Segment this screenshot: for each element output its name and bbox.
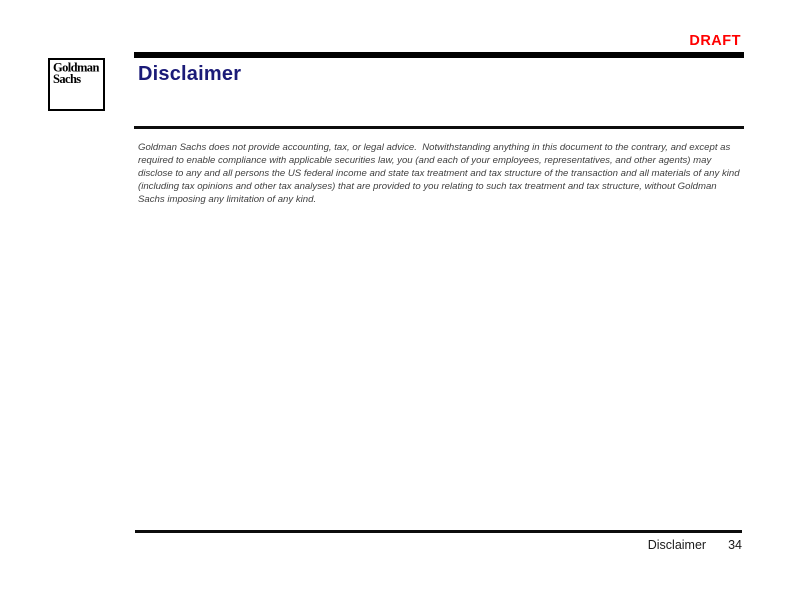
footer-rule: [135, 530, 742, 533]
title-divider-rule: [134, 126, 744, 129]
disclaimer-text-line: Sachs imposing any limitation of any kin…: [138, 194, 317, 205]
disclaimer-text: Goldman Sachs does not provide accountin…: [138, 141, 744, 206]
footer-page-number: 34: [728, 538, 742, 552]
disclaimer-text-line: disclose to any and all persons the US f…: [138, 168, 740, 179]
header-rule: [134, 52, 744, 58]
footer-section-label: Disclaimer: [647, 538, 707, 552]
footer: Disclaimer 34: [648, 538, 742, 552]
disclaimer-text-line: (including tax opinions and other tax an…: [138, 181, 717, 192]
disclaimer-text-line: Goldman Sachs does not provide accountin…: [138, 142, 731, 153]
goldman-sachs-logo: Goldman Sachs: [48, 58, 105, 111]
disclaimer-text-line: required to enable compliance with appli…: [138, 155, 712, 166]
draft-watermark: DRAFT: [689, 33, 741, 49]
logo-text: Goldman Sachs: [50, 60, 103, 86]
logo-line-2: Sachs: [53, 71, 81, 86]
page-title: Disclaimer: [138, 63, 242, 85]
logo-line-1: Goldman: [53, 60, 99, 75]
